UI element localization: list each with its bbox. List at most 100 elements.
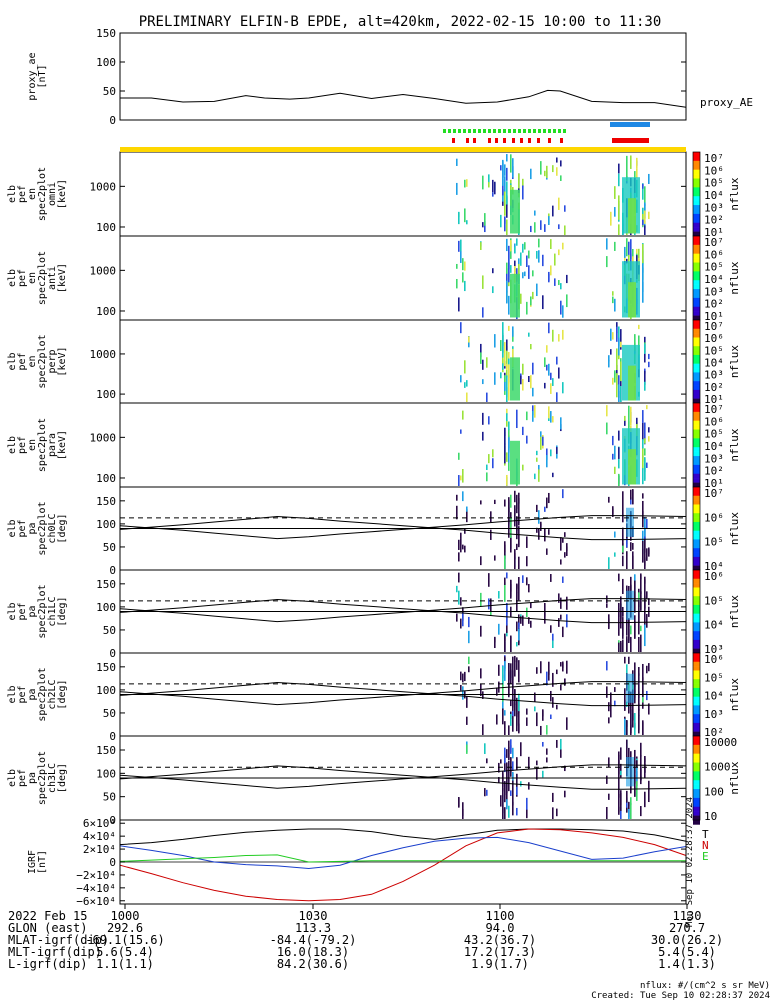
spec-pixel [502,708,504,725]
zone-green-tick [523,129,526,133]
spec-pixel [508,364,510,384]
spec-pixel [630,797,632,806]
spec-pixel [504,582,506,602]
spec-pixel [608,793,610,800]
ylabel-perp-1: pef [17,352,28,370]
spec-pixel [522,426,524,436]
panel-anti: elb pef en spec2plot anti [keV]10⁷10⁶10⁵10⁴10… [7,235,741,325]
spec-pixel [516,592,518,612]
spec-pixel [460,239,462,252]
colorbar-cell [693,622,700,628]
spec-pixel [646,405,648,410]
ylabel-anti-4: anti [47,266,58,290]
spec-pixel [536,760,538,766]
colorbar-cell [693,530,700,536]
colorbar-cell [693,548,700,553]
colorbar-cell [693,539,700,545]
zone-green-tick [553,129,556,133]
panel-frame [119,151,687,237]
colorbar-cell [693,771,700,777]
ylabel-ch0LC-2: pa [27,522,38,534]
spec-pixel [648,211,650,220]
spec-pixel [550,265,552,276]
ylabel-para-3: spec2plot [37,418,48,472]
spec-pixel [502,680,504,702]
spec-band [626,757,634,787]
spec-pixel [642,439,644,449]
spec-pixel [504,633,506,642]
spec-pixel [506,181,508,205]
colorbar-cell [693,284,700,290]
spec-pixel [550,574,552,582]
spec-pixel [548,406,550,419]
spec-pixel [520,375,522,385]
zone-green-tick [558,129,561,133]
spec-pixel [518,577,520,601]
spec-pixel [618,806,620,813]
spec-pixel [456,158,458,166]
spec-pixel [518,614,520,627]
spec-pixel [512,747,514,759]
spec-pixel [480,343,482,358]
spec-pixel [544,612,546,624]
colorbar-tick-ch1LC-3: 10³ [704,643,724,656]
spec-pixel [624,688,626,710]
spec-pixel [644,597,646,610]
colorbar-tick-ch0LC-3: 10⁴ [704,560,724,573]
zone-green-tick [503,129,506,133]
colorbar-tick-omni-3: 10⁴ [704,189,724,202]
colorbar-cell [693,271,700,277]
spec-pixel [546,497,548,509]
colorbar-cell [693,240,700,246]
spec-pixel [480,500,482,505]
colorbar-cell [693,753,700,759]
colorbar-cell [693,784,700,790]
colorbar-cell [693,411,700,417]
spec-pixel [634,767,636,774]
spec-pixel [504,781,506,796]
spec-pixel [556,392,558,402]
colorbar-tick-perp-3: 10⁴ [704,357,724,370]
spec-pixel [646,591,648,600]
colorbar-cell [693,469,700,475]
colorbar-cell [693,315,700,321]
spec-pixel [566,543,568,551]
spec-band [628,449,636,485]
colorbar-cell [693,811,700,816]
ylabel-omni-3: spec2plot [37,167,48,221]
spec-pixel [644,225,646,235]
spec-pixel [522,464,524,471]
spec-pixel [622,639,624,652]
spec-pixel [550,625,552,633]
spec-pixel [504,191,506,216]
colorbar-cell [693,293,700,299]
spec-pixel [552,416,554,423]
footer-label-4: L-igrf(dip) [8,957,87,971]
footer-value-2-1: -84.4(-79.2) [270,933,357,947]
spec-pixel [624,246,626,258]
spec-pixel [526,536,528,548]
spec-pixel [490,529,492,540]
spec-pixel [632,490,634,505]
spec-pixel [538,469,540,482]
spec-pixel [644,448,646,456]
spec-pixel [642,422,644,441]
zone-green-tick [533,129,536,133]
colorbar-cell [693,425,700,430]
spec-pixel [564,790,566,798]
spec-pixel [560,283,562,290]
panel-IGRF: IGRF [nT] TNE Mon Sep 10 02:28:37 2024 6×10⁴… [27,797,709,927]
spec-pixel [608,355,610,362]
colorbar-cell [693,766,700,772]
yellow-bar [120,147,686,152]
spec-pixel [608,359,610,368]
colorbar-cell [693,253,700,259]
spec-pixel [548,216,550,225]
spec-pixel [644,438,646,444]
colorbar-tick-para-4: 10³ [704,452,724,465]
spec-pixel [626,664,628,680]
spec-pixel [536,457,538,462]
spec-pixel [618,163,620,174]
spec-pixel [506,339,508,351]
spec-pixel [492,268,494,274]
